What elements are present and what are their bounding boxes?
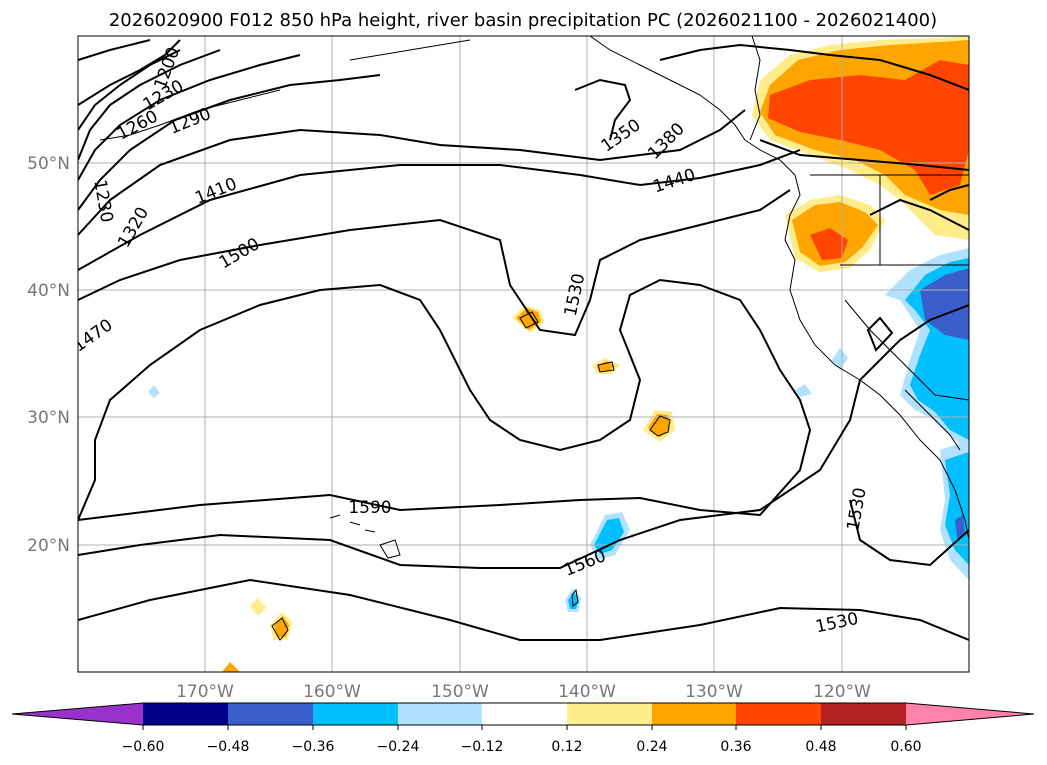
map-frame <box>77 35 970 673</box>
colorbar-tick: 0.48 <box>805 739 836 755</box>
longitude-labels: 170°W 160°W 150°W 140°W 130°W 120°W <box>176 682 871 702</box>
lat-label: 20°N <box>27 536 70 556</box>
colorbar-tick: 0.24 <box>636 739 667 755</box>
lon-label: 160°W <box>303 682 361 702</box>
colorbar-extend-high <box>906 703 1034 725</box>
colorbar: −0.60 −0.48 −0.36 −0.24 −0.12 0.12 0.24 … <box>11 702 1035 755</box>
colorbar-tick: −0.60 <box>122 739 165 755</box>
lon-label: 170°W <box>176 682 234 702</box>
colorbar-segment <box>143 703 228 725</box>
map-title: 2026020900 F012 850 hPa height, river ba… <box>109 10 937 31</box>
colorbar-segment <box>313 703 398 725</box>
height-contours <box>78 39 969 641</box>
colorbar-segment <box>398 703 482 725</box>
colorbar-segment <box>567 703 652 725</box>
lon-label: 130°W <box>685 682 743 702</box>
lon-label: 120°W <box>813 682 871 702</box>
lon-label: 140°W <box>558 682 616 702</box>
contour-label: 1590 <box>348 498 391 518</box>
colorbar-segment <box>482 703 567 725</box>
colorbar-tick-marks <box>142 725 907 730</box>
colorbar-tick: 0.60 <box>890 739 921 755</box>
colorbar-tick-labels: −0.60 −0.48 −0.36 −0.24 −0.12 0.12 0.24 … <box>122 739 922 755</box>
colorbar-tick: −0.36 <box>292 739 335 755</box>
colorbar-segment <box>228 703 313 725</box>
lat-label: 40°N <box>27 281 70 301</box>
map-area: 1590 1560 1530 1530 1530 1500 1470 1440 … <box>78 36 969 672</box>
lat-label: 50°N <box>27 154 70 174</box>
colorbar-tick: 0.36 <box>720 739 751 755</box>
colorbar-segment <box>821 703 906 725</box>
colorbar-tick: −0.24 <box>377 739 420 755</box>
lon-label: 150°W <box>431 682 489 702</box>
colorbar-tick: −0.12 <box>461 739 504 755</box>
colorbar-segment <box>652 703 736 725</box>
colorbar-segment <box>736 703 821 725</box>
colorbar-tick: 0.12 <box>551 739 582 755</box>
colorbar-tick: −0.48 <box>207 739 250 755</box>
graticule <box>78 36 969 672</box>
latitude-labels: 50°N 40°N 30°N 20°N <box>27 154 70 556</box>
precip-positive-shading <box>222 36 969 672</box>
colorbar-extend-low <box>12 703 143 725</box>
lat-label: 30°N <box>27 408 70 428</box>
